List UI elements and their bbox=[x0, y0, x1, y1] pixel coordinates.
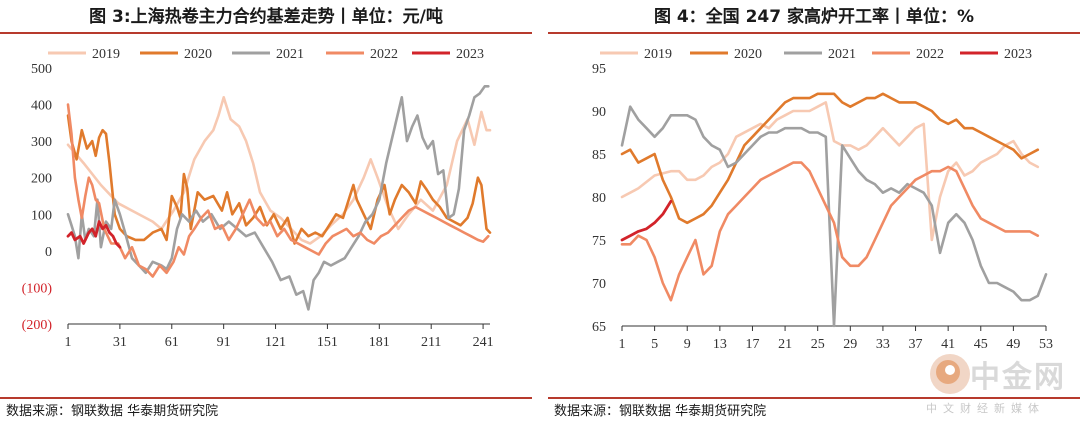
x-tick-label: 241 bbox=[473, 335, 494, 350]
legend-label-2019: 2019 bbox=[92, 47, 120, 62]
legend-label-2023: 2023 bbox=[456, 47, 484, 62]
x-tick-label: 211 bbox=[421, 335, 441, 350]
x-tick-label: 13 bbox=[713, 337, 727, 352]
y-tick-label: 75 bbox=[592, 234, 606, 249]
chart-panel-basis: 图 3:上海热卷主力合约基差走势丨单位：元/吨 500 400 300 200 100 0… bbox=[0, 0, 532, 424]
x-tick-label: 29 bbox=[843, 337, 857, 352]
title-divider bbox=[548, 32, 1080, 34]
legend-label-2020: 2020 bbox=[734, 47, 762, 62]
y-tick-label: 500 bbox=[31, 62, 52, 77]
source-divider bbox=[0, 397, 532, 399]
series-line-2022 bbox=[66, 103, 490, 278]
y-tick-label: (100) bbox=[22, 281, 53, 296]
legend-label-2022: 2022 bbox=[916, 47, 944, 62]
chart-panel-utilization: 图 4：全国 247 家高炉开工率丨单位：% 95 90 85 80 75 70 65 1 5 9… bbox=[548, 0, 1080, 424]
x-tick-label: 121 bbox=[265, 335, 286, 350]
watermark-tagline: 中文财经新媒体 bbox=[926, 402, 1045, 415]
x-tick-label: 49 bbox=[1006, 337, 1020, 352]
series-line-2019 bbox=[620, 101, 1040, 242]
y-tick-label: 85 bbox=[592, 148, 606, 163]
chart-title: 图 3:上海热卷主力合约基差走势丨单位：元/吨 bbox=[89, 7, 443, 27]
x-tick-label: 33 bbox=[876, 337, 890, 352]
x-tick-label: 31 bbox=[113, 335, 127, 350]
legend-label-2021: 2021 bbox=[828, 47, 856, 62]
legend-label-2023: 2023 bbox=[1004, 47, 1032, 62]
x-tick-label: 37 bbox=[909, 337, 923, 352]
basis-line-chart: 500 400 300 200 100 0 (100) (200) 1 31 61 91 121 151 1… bbox=[22, 47, 494, 350]
series-line-2020 bbox=[66, 114, 492, 245]
x-tick-label: 181 bbox=[369, 335, 390, 350]
series-line-2022 bbox=[620, 161, 1040, 302]
legend-label-2020: 2020 bbox=[184, 47, 212, 62]
y-tick-label: (200) bbox=[22, 318, 53, 333]
y-tick-label: 300 bbox=[31, 135, 52, 150]
source-note: 数据来源：钢联数据 华泰期货研究院 bbox=[6, 404, 219, 419]
legend-label-2019: 2019 bbox=[644, 47, 672, 62]
y-tick-label: 0 bbox=[45, 245, 52, 260]
y-tick-label: 400 bbox=[31, 99, 52, 114]
series-line-2019 bbox=[66, 96, 492, 245]
x-tick-label: 5 bbox=[651, 337, 658, 352]
x-tick-label: 21 bbox=[778, 337, 792, 352]
series-line-2020 bbox=[620, 92, 1040, 225]
watermark-name: 中金网 bbox=[970, 360, 1066, 395]
x-tick-label: 25 bbox=[811, 337, 825, 352]
chart-title: 图 4：全国 247 家高炉开工率丨单位：% bbox=[653, 7, 975, 27]
series-line-2023 bbox=[66, 220, 122, 249]
series-line-2021 bbox=[66, 85, 490, 311]
source-divider bbox=[548, 397, 1080, 399]
y-tick-label: 200 bbox=[31, 172, 52, 187]
watermark-emblem-icon bbox=[930, 354, 970, 394]
series-line-2023 bbox=[620, 199, 673, 242]
legend-label-2021: 2021 bbox=[276, 47, 304, 62]
x-tick-label: 53 bbox=[1039, 337, 1053, 352]
x-tick-label: 9 bbox=[684, 337, 691, 352]
source-note: 数据来源：钢联数据 华泰期货研究院 bbox=[554, 404, 767, 419]
y-tick-label: 90 bbox=[592, 105, 606, 120]
x-tick-label: 151 bbox=[317, 335, 338, 350]
x-tick-label: 61 bbox=[165, 335, 179, 350]
y-tick-label: 100 bbox=[31, 208, 52, 223]
series-line-2021 bbox=[620, 105, 1048, 328]
title-divider bbox=[0, 32, 532, 34]
y-tick-label: 65 bbox=[592, 320, 606, 335]
legend-label-2022: 2022 bbox=[370, 47, 398, 62]
utilization-line-chart: 95 90 85 80 75 70 65 1 5 9 13 17 21 25 29 33 37 41 45 49 53 2… bbox=[592, 47, 1053, 352]
y-tick-label: 95 bbox=[592, 62, 606, 77]
watermark-logo: 中金网 中文财经新媒体 bbox=[926, 348, 1076, 420]
y-tick-label: 70 bbox=[592, 277, 606, 292]
x-tick-label: 45 bbox=[974, 337, 988, 352]
x-tick-label: 1 bbox=[619, 337, 626, 352]
x-tick-label: 1 bbox=[65, 335, 72, 350]
x-tick-label: 91 bbox=[217, 335, 231, 350]
y-tick-label: 80 bbox=[592, 191, 606, 206]
x-tick-label: 41 bbox=[941, 337, 955, 352]
x-tick-label: 17 bbox=[745, 337, 759, 352]
